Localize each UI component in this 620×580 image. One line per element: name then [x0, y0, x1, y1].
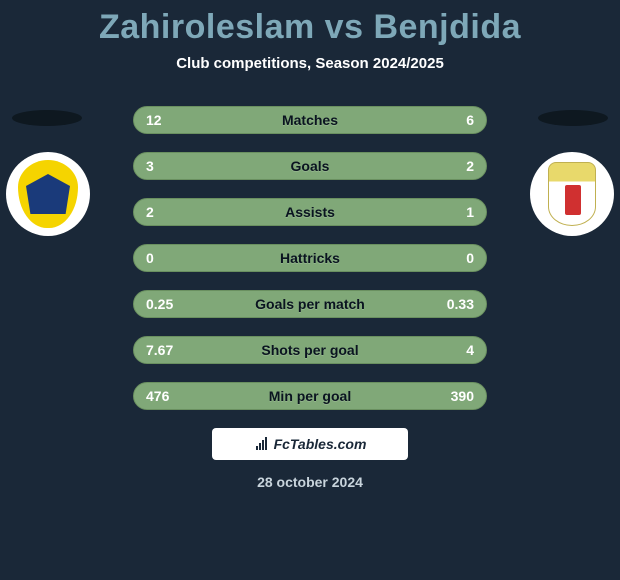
crest-left-shield	[18, 160, 78, 228]
stat-label: Goals	[291, 158, 330, 174]
attribution-badge: FcTables.com	[212, 428, 408, 460]
stat-row-min-per-goal: 476 Min per goal 390	[133, 382, 487, 410]
stat-row-shots-per-goal: 7.67 Shots per goal 4	[133, 336, 487, 364]
shadow-left	[12, 110, 82, 126]
team-badge-left	[6, 152, 90, 236]
page-title: Zahiroleslam vs Benjdida	[0, 0, 620, 47]
stat-left-value: 0	[146, 250, 154, 266]
stat-right-value: 6	[466, 112, 474, 128]
stat-left-value: 12	[146, 112, 162, 128]
stat-label: Min per goal	[269, 388, 351, 404]
crest-right-shield	[548, 162, 596, 226]
stat-right-value: 4	[466, 342, 474, 358]
crest-left-eagle-icon	[26, 174, 70, 214]
chart-icon	[254, 436, 270, 452]
stat-left-value: 3	[146, 158, 154, 174]
stat-left-value: 2	[146, 204, 154, 220]
stat-label: Matches	[282, 112, 338, 128]
stat-row-hattricks: 0 Hattricks 0	[133, 244, 487, 272]
stat-right-value: 390	[451, 388, 474, 404]
date-text: 28 october 2024	[0, 474, 620, 490]
stats-rows: 12 Matches 6 3 Goals 2 2 Assists 1 0 Hat…	[133, 102, 487, 410]
shadow-right	[538, 110, 608, 126]
attribution-text: FcTables.com	[274, 436, 367, 452]
subtitle: Club competitions, Season 2024/2025	[0, 55, 620, 72]
stat-left-value: 476	[146, 388, 169, 404]
stat-row-assists: 2 Assists 1	[133, 198, 487, 226]
stat-label: Shots per goal	[261, 342, 358, 358]
stat-label: Goals per match	[255, 296, 365, 312]
stat-row-goals: 3 Goals 2	[133, 152, 487, 180]
stat-right-value: 0.33	[447, 296, 474, 312]
stat-left-value: 0.25	[146, 296, 173, 312]
stat-left-value: 7.67	[146, 342, 173, 358]
comparison-panel: 12 Matches 6 3 Goals 2 2 Assists 1 0 Hat…	[0, 102, 620, 410]
stat-label: Assists	[285, 204, 335, 220]
stat-row-goals-per-match: 0.25 Goals per match 0.33	[133, 290, 487, 318]
stat-right-value: 1	[466, 204, 474, 220]
team-badge-right	[530, 152, 614, 236]
stat-right-value: 0	[466, 250, 474, 266]
stat-row-matches: 12 Matches 6	[133, 106, 487, 134]
stat-label: Hattricks	[280, 250, 340, 266]
stat-right-value: 2	[466, 158, 474, 174]
